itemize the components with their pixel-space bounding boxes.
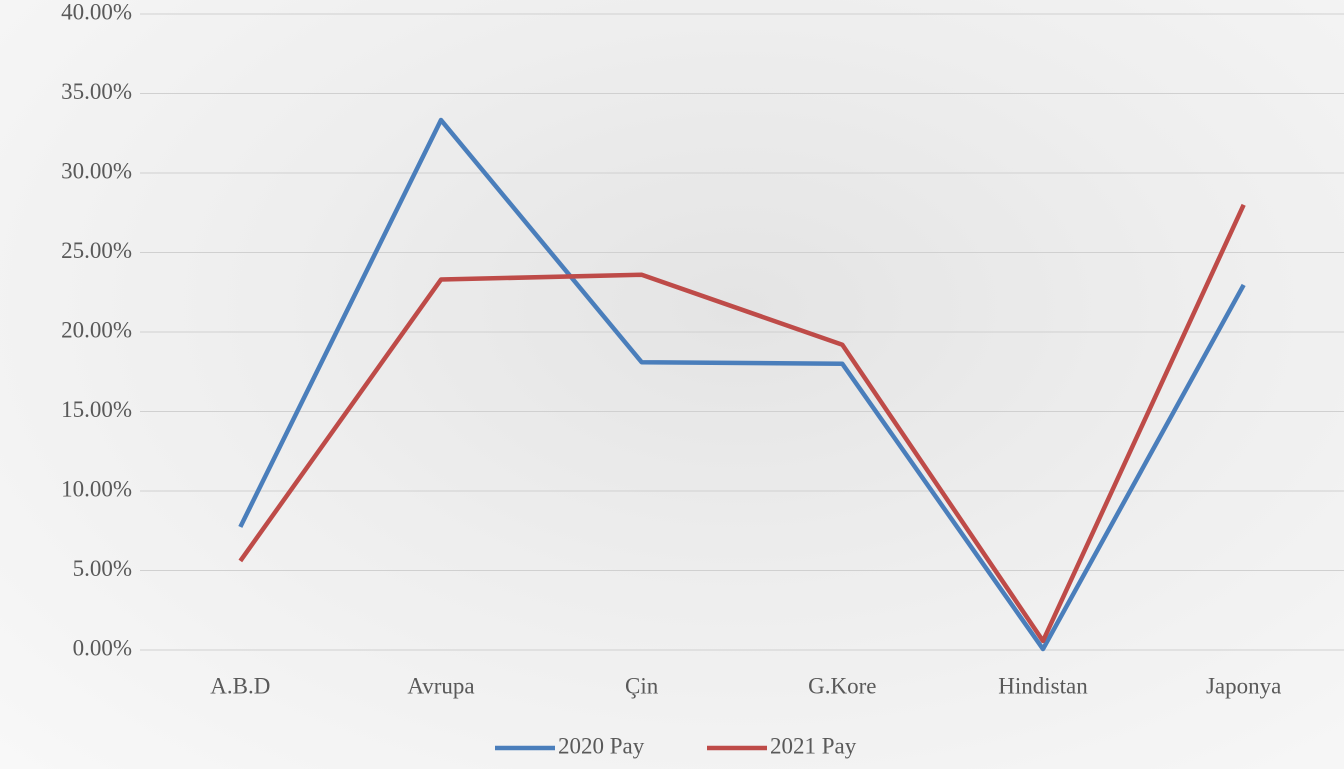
y-tick-label: 40.00% [61,0,132,24]
x-tick-label: Avrupa [407,673,474,698]
legend-label: 2021 Pay [770,733,857,758]
y-tick-label: 20.00% [61,317,132,342]
x-tick-label: G.Kore [808,673,876,698]
legend-label: 2020 Pay [558,733,645,758]
x-tick-label: A.B.D [210,673,270,698]
x-tick-label: Hindistan [998,673,1088,698]
y-tick-label: 10.00% [61,476,132,501]
x-tick-label: Çin [625,673,659,698]
y-tick-label: 5.00% [73,556,132,581]
y-tick-label: 15.00% [61,397,132,422]
y-tick-label: 25.00% [61,238,132,263]
data-line [238,117,1246,652]
y-tick-label: 35.00% [61,79,132,104]
data-line [238,203,1246,644]
x-tick-label: Japonya [1206,673,1281,698]
y-tick-label: 0.00% [73,635,132,660]
y-tick-label: 30.00% [61,158,132,183]
